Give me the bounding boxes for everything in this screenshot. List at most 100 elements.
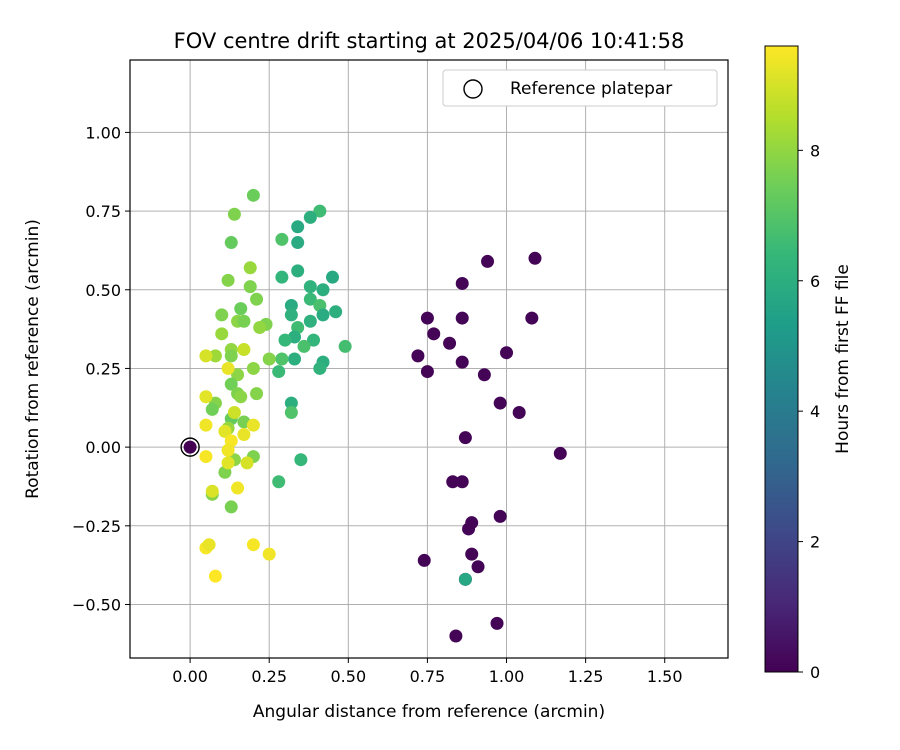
scatter-point bbox=[234, 390, 248, 404]
scatter-point bbox=[303, 210, 317, 224]
scatter-point bbox=[250, 387, 264, 401]
scatter-point bbox=[240, 456, 254, 470]
colorbar-tick-label: 4 bbox=[810, 402, 820, 421]
scatter-point bbox=[294, 453, 308, 467]
scatter-point bbox=[420, 365, 434, 379]
x-tick-label: 1.50 bbox=[647, 667, 683, 686]
data-points bbox=[183, 188, 567, 643]
x-tick-label: 0.75 bbox=[410, 667, 446, 686]
scatter-point bbox=[183, 440, 197, 454]
scatter-point bbox=[250, 292, 264, 306]
scatter-point bbox=[455, 276, 469, 290]
scatter-point bbox=[462, 522, 476, 536]
scatter-point bbox=[215, 308, 229, 322]
x-tick-label: 1.00 bbox=[489, 667, 525, 686]
scatter-point bbox=[553, 446, 567, 460]
scatter-point bbox=[221, 361, 235, 375]
x-tick-label: 0.25 bbox=[251, 667, 287, 686]
scatter-point bbox=[224, 377, 238, 391]
scatter-point bbox=[446, 475, 460, 489]
scatter-point bbox=[284, 406, 298, 420]
scatter-point bbox=[303, 292, 317, 306]
scatter-point bbox=[297, 339, 311, 353]
scatter-point bbox=[231, 368, 245, 382]
scatter-point bbox=[316, 283, 330, 297]
y-tick-label: −0.25 bbox=[72, 517, 121, 536]
scatter-point bbox=[313, 204, 327, 218]
y-tick-label: 0.75 bbox=[85, 202, 121, 221]
legend-open-circle-icon bbox=[463, 79, 483, 99]
scatter-point bbox=[477, 368, 491, 382]
x-tick-label: 1.25 bbox=[568, 667, 604, 686]
plot-frame bbox=[129, 59, 729, 659]
scatter-point bbox=[208, 569, 222, 583]
scatter-point bbox=[202, 538, 216, 552]
scatter-point bbox=[262, 547, 276, 561]
scatter-point bbox=[427, 327, 441, 341]
scatter-point bbox=[458, 572, 472, 586]
scatter-point bbox=[284, 396, 298, 410]
scatter-point bbox=[262, 352, 276, 366]
colorbar-ticks: 0 2 4 6 8 bbox=[798, 141, 820, 682]
scatter-point bbox=[291, 236, 305, 250]
x-axis-label: Angular distance from reference (arcmin) bbox=[253, 702, 605, 722]
scatter-point bbox=[291, 264, 305, 278]
scatter-point bbox=[455, 355, 469, 369]
scatter-point bbox=[199, 418, 213, 432]
scatter-point bbox=[237, 428, 251, 442]
y-axis-label: Rotation from reference (arcmin) bbox=[23, 219, 43, 499]
scatter-point bbox=[449, 629, 463, 643]
y-axis-ticks: −0.50 −0.25 0.00 0.25 0.50 0.75 1.00 bbox=[72, 123, 130, 614]
scatter-point bbox=[316, 308, 330, 322]
scatter-point bbox=[291, 220, 305, 234]
y-tick-label: −0.50 bbox=[72, 595, 121, 614]
scatter-point bbox=[284, 298, 298, 312]
scatter-point bbox=[215, 327, 229, 341]
scatter-point bbox=[199, 450, 213, 464]
scatter-point bbox=[278, 333, 292, 347]
scatter-point bbox=[528, 251, 542, 265]
reference-platepar-marker bbox=[180, 437, 200, 457]
y-tick-label: 0.00 bbox=[85, 438, 121, 457]
colorbar-tick-label: 8 bbox=[810, 141, 820, 160]
x-axis-ticks: 0.00 0.25 0.50 0.75 1.00 1.25 1.50 bbox=[172, 658, 683, 686]
scatter-point bbox=[471, 560, 485, 574]
scatter-point bbox=[284, 308, 298, 322]
colorbar-tick-label: 6 bbox=[810, 272, 820, 291]
scatter-point bbox=[303, 314, 317, 328]
scatter-point bbox=[224, 349, 238, 363]
legend-label: Reference platepar bbox=[510, 79, 672, 99]
scatter-point bbox=[272, 475, 286, 489]
scatter-point bbox=[246, 188, 260, 202]
scatter-point bbox=[525, 311, 539, 325]
scatter-point bbox=[455, 311, 469, 325]
colorbar-tick-label: 0 bbox=[810, 663, 820, 682]
scatter-point bbox=[224, 236, 238, 250]
scatter-point bbox=[224, 500, 238, 514]
scatter-point bbox=[227, 207, 241, 221]
scatter-point bbox=[205, 484, 219, 498]
y-tick-label: 0.50 bbox=[85, 281, 121, 300]
scatter-point bbox=[500, 346, 514, 360]
scatter-point bbox=[246, 361, 260, 375]
scatter-point bbox=[420, 311, 434, 325]
scatter-point bbox=[481, 254, 495, 268]
scatter-point bbox=[221, 273, 235, 287]
scatter-point bbox=[253, 321, 267, 335]
scatter-point bbox=[275, 270, 289, 284]
scatter-point bbox=[199, 390, 213, 404]
scatter-point bbox=[329, 305, 343, 319]
scatter-point bbox=[275, 232, 289, 246]
scatter-point bbox=[237, 314, 251, 328]
scatter-point bbox=[272, 365, 286, 379]
scatter-point bbox=[465, 547, 479, 561]
scatter-point bbox=[221, 443, 235, 457]
scatter-point bbox=[307, 333, 321, 347]
scatter-point bbox=[221, 456, 235, 470]
x-tick-label: 0.50 bbox=[331, 667, 367, 686]
x-tick-label: 0.00 bbox=[172, 667, 208, 686]
scatter-point bbox=[288, 352, 302, 366]
scatter-point bbox=[246, 538, 260, 552]
scatter-point bbox=[218, 424, 232, 438]
